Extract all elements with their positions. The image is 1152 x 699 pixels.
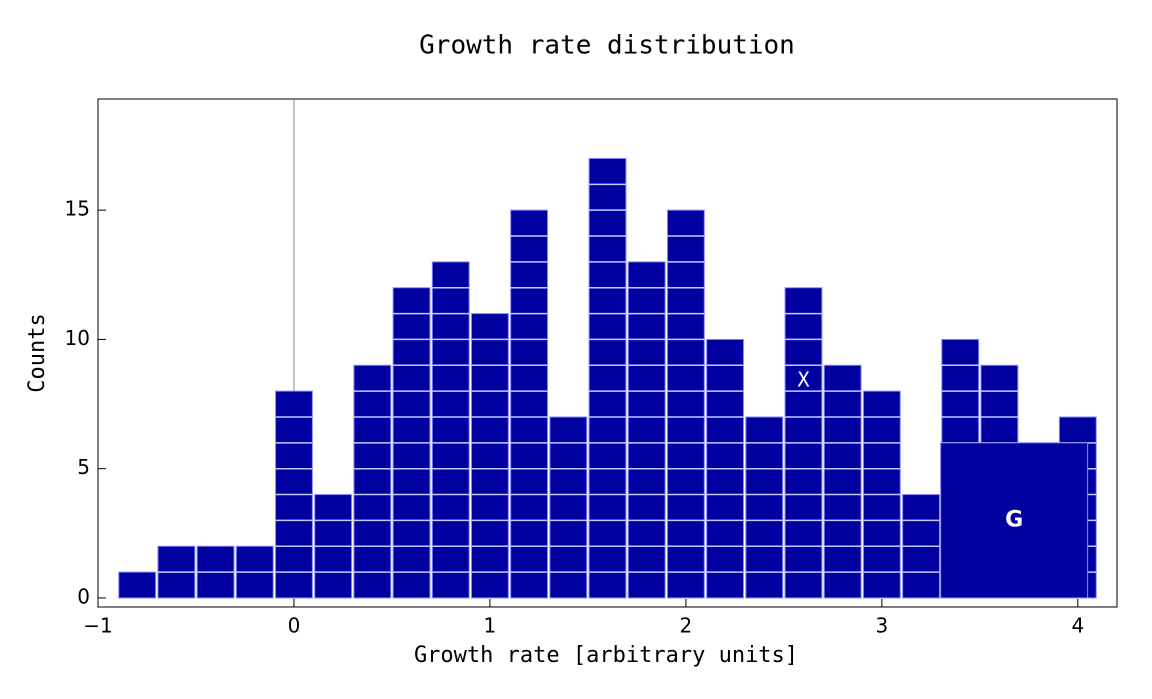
bar [627,261,666,599]
annotation-box-label: G [1005,507,1023,532]
x-tick-label: −1 [83,614,112,638]
bar [588,157,627,599]
bar [823,364,862,599]
y-tick-label: 10 [65,326,90,350]
y-tick-label: 0 [77,584,90,608]
bar [666,209,705,599]
bar [745,416,784,599]
plot-frame [97,98,1118,608]
x-tick-label: 0 [288,614,301,638]
bar [353,364,392,599]
bar [431,261,470,599]
annotation-box [940,442,1089,599]
y-tick-label: 15 [65,197,90,221]
bar [510,209,549,599]
bar [471,313,509,599]
y-tick-label: 5 [77,455,90,479]
bar [118,571,157,599]
annotation: X [797,367,809,391]
x-tick-label: 3 [875,614,888,638]
x-tick-label: 2 [680,614,693,638]
x-tick-label: 4 [1071,614,1084,638]
x-axis-label: Growth rate [arbitrary units] [414,643,798,668]
bar [549,416,588,599]
x-tick-label: 1 [484,614,497,638]
y-axis-label: Counts [25,313,50,392]
chart-title: Growth rate distribution [419,31,795,61]
